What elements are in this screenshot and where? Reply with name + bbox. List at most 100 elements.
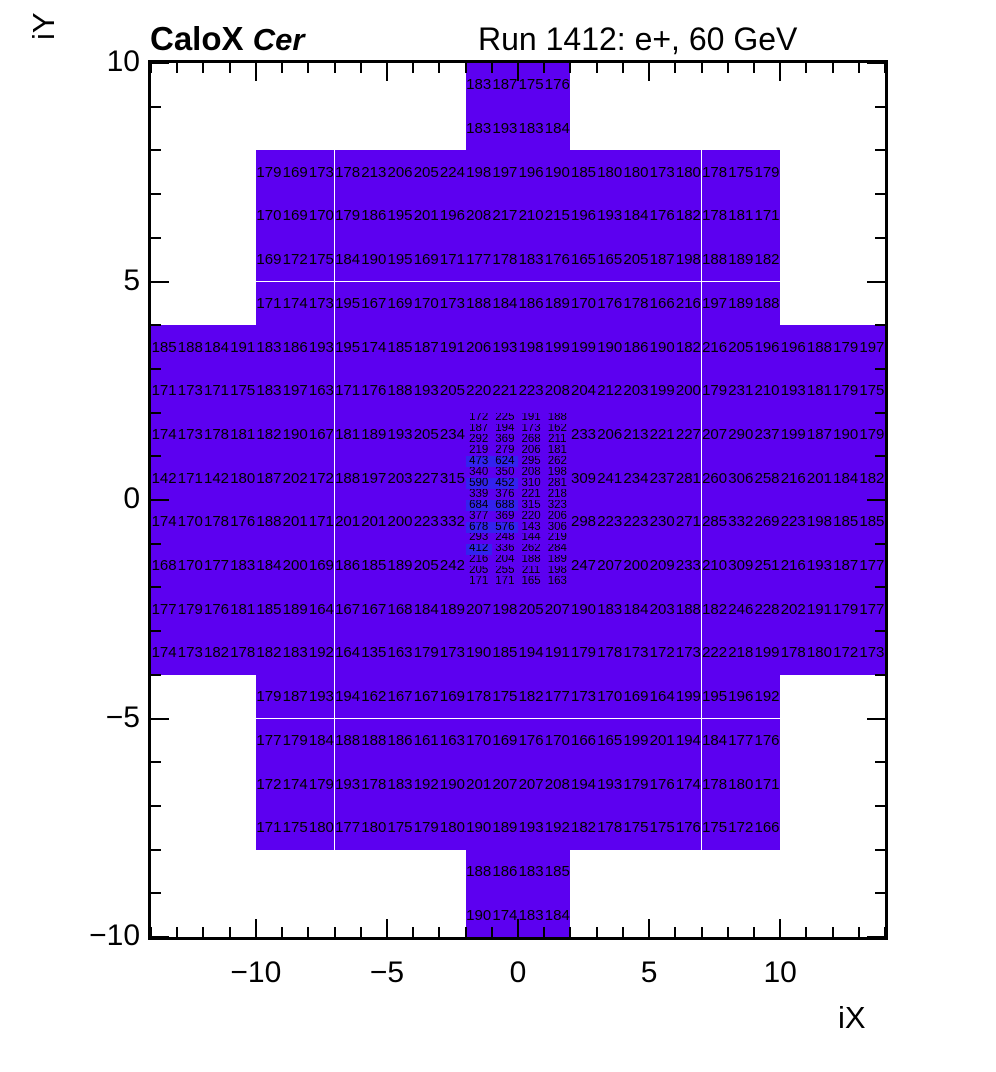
calorimeter-cell[interactable]: 171 <box>465 576 492 588</box>
calorimeter-cell[interactable]: 183 <box>229 543 256 588</box>
calorimeter-cell[interactable]: 204 <box>491 554 518 566</box>
calorimeter-cell[interactable]: 222 <box>701 631 728 675</box>
calorimeter-cell[interactable]: 182 <box>858 456 885 500</box>
calorimeter-cell[interactable]: 189 <box>544 281 571 326</box>
calorimeter-cell[interactable]: 198 <box>491 587 518 632</box>
calorimeter-map[interactable]: 183 187 175 176 183 193 183 184 179 169 173 178 213 2… <box>151 63 885 937</box>
calorimeter-cell[interactable]: 171 <box>308 500 335 544</box>
calorimeter-cell[interactable]: 684 <box>465 500 492 511</box>
calorimeter-cell[interactable]: 306 <box>544 521 571 533</box>
calorimeter-cell[interactable]: 201 <box>360 500 387 544</box>
calorimeter-cell[interactable]: 215 <box>544 194 571 238</box>
calorimeter-cell[interactable]: 180 <box>596 150 623 195</box>
calorimeter-cell[interactable]: 188 <box>701 237 728 282</box>
calorimeter-cell[interactable]: 189 <box>491 805 518 850</box>
calorimeter-cell[interactable]: 173 <box>649 150 676 195</box>
calorimeter-cell[interactable]: 210 <box>518 194 545 238</box>
calorimeter-cell[interactable]: 196 <box>570 194 597 238</box>
calorimeter-cell[interactable]: 135 <box>360 631 387 675</box>
calorimeter-cell[interactable]: 203 <box>622 368 650 413</box>
calorimeter-cell[interactable]: 246 <box>727 587 754 632</box>
calorimeter-cell[interactable]: 178 <box>360 762 387 806</box>
calorimeter-cell[interactable]: 184 <box>701 718 728 763</box>
calorimeter-cell[interactable]: 178 <box>491 237 518 282</box>
calorimeter-cell[interactable]: 190 <box>465 631 492 675</box>
calorimeter-cell[interactable]: 195 <box>386 237 414 282</box>
calorimeter-cell[interactable]: 170 <box>465 718 492 763</box>
calorimeter-cell[interactable]: 184 <box>413 587 440 632</box>
calorimeter-cell[interactable]: 332 <box>439 500 466 544</box>
calorimeter-cell[interactable]: 199 <box>780 412 807 457</box>
calorimeter-cell[interactable]: 168 <box>386 587 414 632</box>
calorimeter-cell[interactable]: 177 <box>544 674 571 719</box>
calorimeter-cell[interactable]: 173 <box>308 150 335 195</box>
calorimeter-cell[interactable]: 178 <box>701 194 728 238</box>
calorimeter-cell[interactable]: 241 <box>596 456 623 500</box>
calorimeter-cell[interactable]: 377 <box>465 510 492 522</box>
calorimeter-cell[interactable]: 198 <box>675 237 702 282</box>
calorimeter-cell[interactable]: 179 <box>753 150 781 195</box>
calorimeter-cell[interactable]: 188 <box>675 587 702 632</box>
calorimeter-cell[interactable]: 206 <box>386 150 414 195</box>
calorimeter-cell[interactable]: 181 <box>229 587 256 632</box>
calorimeter-cell[interactable]: 206 <box>596 412 623 457</box>
calorimeter-cell[interactable]: 197 <box>858 325 885 369</box>
calorimeter-cell[interactable]: 179 <box>832 325 859 369</box>
calorimeter-cell[interactable]: 185 <box>386 325 414 369</box>
calorimeter-cell[interactable]: 193 <box>491 106 518 151</box>
calorimeter-cell[interactable]: 171 <box>753 194 781 238</box>
calorimeter-cell[interactable]: 268 <box>518 434 545 446</box>
calorimeter-cell[interactable]: 192 <box>753 674 781 719</box>
calorimeter-cell[interactable]: 181 <box>806 368 833 413</box>
calorimeter-cell[interactable]: 183 <box>518 893 545 937</box>
calorimeter-cell[interactable]: 187 <box>806 412 833 457</box>
calorimeter-cell[interactable]: 184 <box>334 237 361 282</box>
calorimeter-cell[interactable]: 188 <box>806 325 833 369</box>
calorimeter-cell[interactable]: 234 <box>439 412 466 457</box>
calorimeter-cell[interactable]: 183 <box>465 63 492 107</box>
calorimeter-cell[interactable]: 234 <box>622 456 650 500</box>
calorimeter-cell[interactable]: 205 <box>413 543 440 588</box>
calorimeter-cell[interactable]: 233 <box>675 543 702 588</box>
calorimeter-cell[interactable]: 183 <box>255 368 283 413</box>
calorimeter-cell[interactable]: 170 <box>177 500 204 544</box>
calorimeter-cell[interactable]: 206 <box>465 325 492 369</box>
calorimeter-cell[interactable]: 213 <box>622 412 650 457</box>
calorimeter-cell[interactable]: 176 <box>649 194 676 238</box>
calorimeter-cell[interactable]: 186 <box>622 325 650 369</box>
calorimeter-cell[interactable]: 169 <box>439 674 466 719</box>
calorimeter-cell[interactable]: 190 <box>282 412 309 457</box>
calorimeter-cell[interactable]: 167 <box>360 281 387 326</box>
calorimeter-cell[interactable]: 223 <box>518 368 545 413</box>
calorimeter-cell[interactable]: 175 <box>386 805 414 850</box>
calorimeter-cell[interactable]: 205 <box>518 587 545 632</box>
calorimeter-cell[interactable]: 190 <box>360 237 387 282</box>
calorimeter-cell[interactable]: 178 <box>229 631 256 675</box>
calorimeter-cell[interactable]: 285 <box>701 500 728 544</box>
calorimeter-cell[interactable]: 187 <box>465 423 492 435</box>
calorimeter-cell[interactable]: 173 <box>675 631 702 675</box>
calorimeter-cell[interactable]: 180 <box>439 805 466 850</box>
calorimeter-cell[interactable]: 193 <box>596 762 623 806</box>
calorimeter-cell[interactable]: 177 <box>334 805 361 850</box>
calorimeter-cell[interactable]: 169 <box>491 718 518 763</box>
calorimeter-cell[interactable]: 176 <box>229 500 256 544</box>
calorimeter-cell[interactable]: 163 <box>544 576 571 588</box>
calorimeter-cell[interactable]: 369 <box>491 434 518 446</box>
calorimeter-cell[interactable]: 179 <box>858 412 885 457</box>
calorimeter-cell[interactable]: 310 <box>518 478 545 490</box>
calorimeter-cell[interactable]: 196 <box>518 150 545 195</box>
calorimeter-cell[interactable]: 223 <box>780 500 807 544</box>
calorimeter-cell[interactable]: 179 <box>308 762 335 806</box>
calorimeter-cell[interactable]: 177 <box>858 587 885 632</box>
calorimeter-cell[interactable]: 198 <box>544 565 571 577</box>
calorimeter-cell[interactable]: 202 <box>282 456 309 500</box>
calorimeter-cell[interactable]: 175 <box>649 805 676 850</box>
calorimeter-cell[interactable]: 186 <box>386 718 414 763</box>
calorimeter-cell[interactable]: 590 <box>465 478 492 490</box>
calorimeter-cell[interactable]: 184 <box>544 106 571 151</box>
calorimeter-cell[interactable]: 179 <box>413 631 440 675</box>
calorimeter-cell[interactable]: 169 <box>282 150 309 195</box>
calorimeter-cell[interactable]: 166 <box>753 805 781 850</box>
calorimeter-cell[interactable]: 211 <box>544 434 571 446</box>
